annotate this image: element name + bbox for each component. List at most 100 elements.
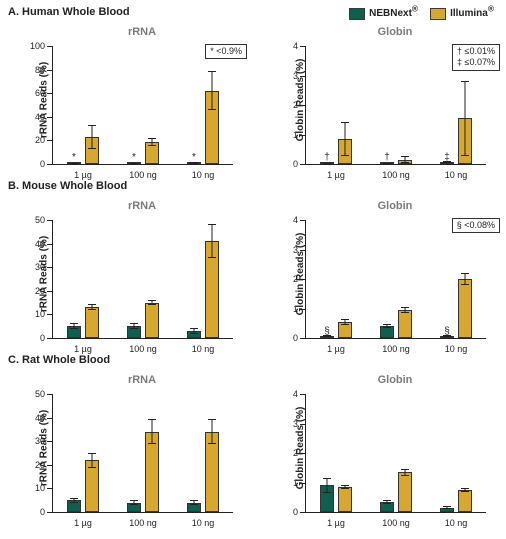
y-tick-label: 1 [293, 130, 306, 140]
error-cap [88, 148, 96, 149]
panel-row: rRNArRNA Reads (%)0204060801001 µg100 ng… [0, 22, 506, 177]
footnote-symbol: ‡ [444, 152, 450, 163]
legend-item: Illumina® [430, 4, 494, 20]
y-tick-label: 50 [35, 389, 53, 399]
y-tick-label: 40 [35, 413, 53, 423]
error-cap [341, 485, 349, 486]
error-cap [461, 491, 469, 492]
error-cap [130, 328, 138, 329]
error-cap [208, 443, 216, 444]
error-cap [341, 324, 349, 325]
y-tick-label: 1 [293, 304, 306, 314]
y-tick-label: 40 [35, 112, 53, 122]
error-cap [208, 257, 216, 258]
x-tick-label: 10 ng [445, 164, 468, 180]
error-cap [208, 224, 216, 225]
plot-area: 010203040501 µg100 ng10 ng [52, 394, 233, 513]
legend-swatch [349, 8, 365, 20]
y-tick-label: 0 [293, 333, 306, 343]
x-tick-label: 100 ng [129, 338, 157, 354]
error-cap [148, 145, 156, 146]
error-cap [401, 469, 409, 470]
error-cap [148, 300, 156, 301]
bar [458, 490, 472, 512]
footnote-symbol: * [132, 152, 136, 163]
plot-area: 0204060801001 µg100 ng10 ng*** [52, 46, 233, 165]
error-cap [461, 284, 469, 285]
panel-row: rRNArRNA Reads (%)010203040501 µg100 ng1… [0, 196, 506, 351]
y-tick-label: 50 [35, 215, 53, 225]
footnote-symbol: * [72, 152, 76, 163]
error-bar [465, 81, 466, 155]
error-cap [401, 162, 409, 163]
error-cap [130, 504, 138, 505]
error-cap [130, 500, 138, 501]
error-cap [401, 307, 409, 308]
error-cap [341, 155, 349, 156]
plot-area: 010203040501 µg100 ng10 ng [52, 220, 233, 339]
x-tick-label: 100 ng [382, 512, 410, 528]
y-tick-label: 80 [35, 65, 53, 75]
error-bar [92, 125, 93, 149]
error-cap [341, 122, 349, 123]
panel-title: C. Rat Whole Blood [8, 354, 110, 366]
y-tick-label: 0 [40, 159, 53, 169]
x-tick-label: 100 ng [382, 164, 410, 180]
chart: GlobinGlobin Reads (%)012341 µg100 ng10 … [253, 22, 506, 177]
error-cap [148, 304, 156, 305]
y-tick-label: 4 [293, 41, 306, 51]
note-box: § <0.08% [452, 218, 500, 233]
y-tick-label: 40 [35, 239, 53, 249]
error-cap [130, 163, 138, 164]
y-tick-label: 3 [293, 71, 306, 81]
y-tick-label: 0 [293, 159, 306, 169]
legend-label: NEBNext® [369, 8, 418, 19]
y-tick-label: 0 [40, 507, 53, 517]
panel-title: A. Human Whole Blood [8, 6, 130, 18]
error-cap [88, 453, 96, 454]
error-cap [383, 500, 391, 501]
y-tick-label: 1 [293, 478, 306, 488]
error-cap [323, 478, 331, 479]
error-cap [88, 467, 96, 468]
error-bar [327, 478, 328, 493]
chart-subtitle: rRNA [52, 374, 232, 386]
bar [398, 310, 412, 338]
legend-swatch [430, 8, 446, 20]
y-tick-label: 10 [35, 309, 53, 319]
error-cap [208, 71, 216, 72]
error-cap [208, 109, 216, 110]
y-tick-label: 2 [293, 274, 306, 284]
error-cap [70, 498, 78, 499]
legend-item: NEBNext® [349, 4, 418, 20]
error-cap [148, 419, 156, 420]
chart-subtitle: Globin [305, 26, 485, 38]
error-bar [345, 123, 346, 155]
error-cap [383, 503, 391, 504]
footnote-symbol: * [192, 152, 196, 163]
error-cap [88, 309, 96, 310]
error-cap [323, 163, 331, 164]
y-tick-label: 4 [293, 215, 306, 225]
footnote-symbol: § [324, 326, 330, 337]
error-cap [208, 419, 216, 420]
error-cap [341, 488, 349, 489]
y-tick-label: 3 [293, 419, 306, 429]
y-tick-label: 3 [293, 245, 306, 255]
y-tick-label: 20 [35, 460, 53, 470]
error-cap [190, 333, 198, 334]
error-cap [383, 163, 391, 164]
y-tick-label: 30 [35, 436, 53, 446]
error-cap [461, 155, 469, 156]
chart: GlobinGlobin Reads (%)012341 µg100 ng10 … [253, 196, 506, 351]
y-tick-label: 100 [30, 41, 53, 51]
error-cap [190, 500, 198, 501]
plot-area: 012341 µg100 ng10 ng§§ [305, 220, 486, 339]
footnote-symbol: † [324, 152, 330, 163]
x-tick-label: 10 ng [192, 338, 215, 354]
error-cap [148, 138, 156, 139]
x-tick-label: 1 µg [74, 512, 92, 528]
bar [338, 487, 352, 512]
x-tick-label: 1 µg [327, 338, 345, 354]
footnote-symbol: † [384, 152, 390, 163]
